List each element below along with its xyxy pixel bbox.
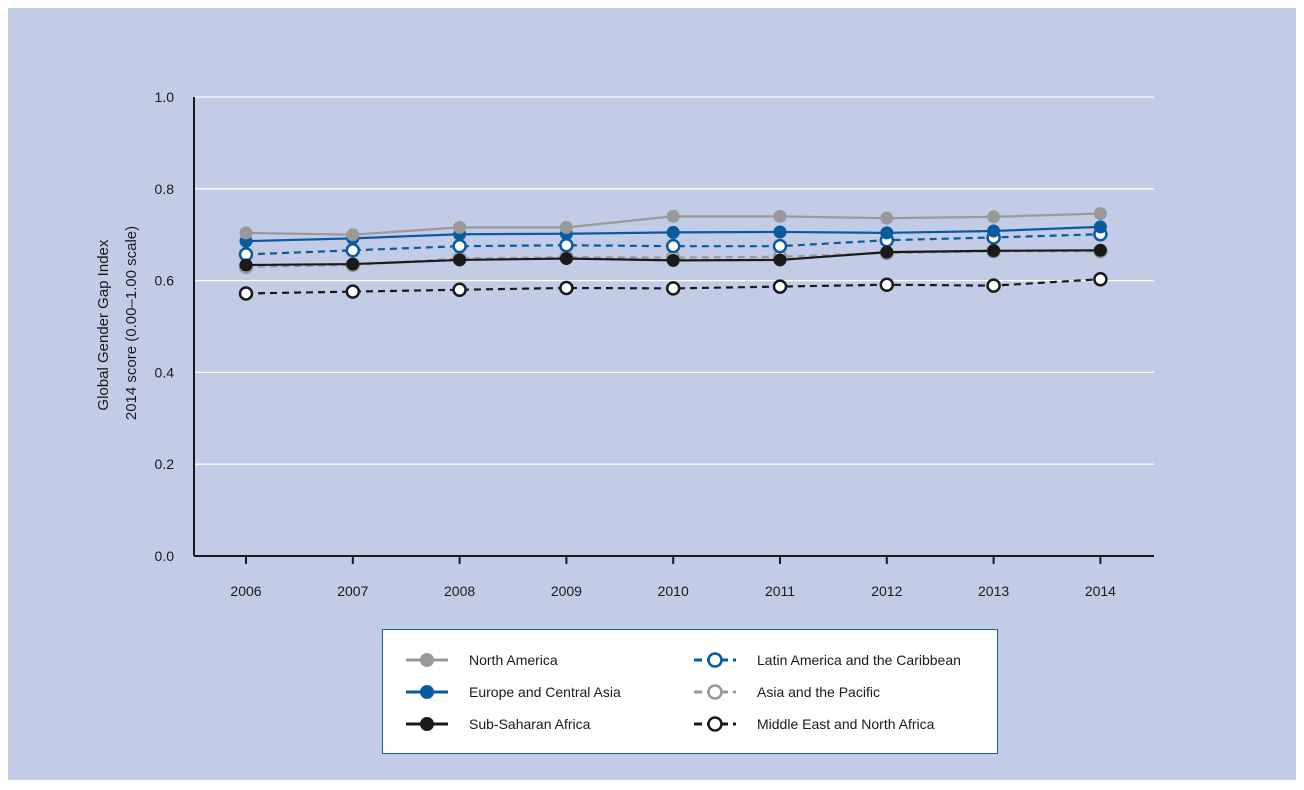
x-tick-label: 2006: [230, 583, 261, 599]
x-tick-label: 2013: [978, 583, 1009, 599]
y-tick-label: 0.8: [155, 181, 175, 197]
data-point: [879, 277, 895, 292]
legend-item: Latin America and the Caribbean: [691, 649, 961, 671]
data-point: [1093, 220, 1107, 234]
data-point: [345, 284, 361, 299]
data-point: [346, 257, 360, 271]
legend-swatch: [694, 716, 736, 732]
data-point: [559, 238, 574, 253]
legend-label: Latin America and the Caribbean: [757, 652, 961, 668]
legend-item: Middle East and North Africa: [691, 713, 934, 735]
data-point: [559, 280, 574, 296]
x-tick-label: 2014: [1085, 583, 1116, 599]
data-point: [238, 286, 254, 301]
series-north-america: [239, 207, 1107, 242]
legend: North America Europe and Central Asia Sub-…: [382, 629, 998, 754]
legend-item: North America: [403, 649, 558, 671]
y-tick-label: 1.0: [155, 89, 175, 105]
data-point: [345, 243, 361, 258]
x-tick-label: 2009: [551, 583, 582, 599]
x-tick-label: 2010: [658, 583, 689, 599]
data-point: [559, 252, 573, 266]
data-point: [453, 220, 467, 234]
data-point: [1093, 271, 1108, 287]
data-point: [239, 258, 253, 272]
x-tick-label: 2011: [765, 583, 795, 599]
data-point: [987, 224, 1001, 238]
data-point: [880, 226, 894, 240]
y-tick-label: 0.6: [155, 273, 175, 289]
data-point: [666, 225, 680, 239]
y-tick-label: 0.4: [155, 364, 175, 380]
y-axis-title-line-1: Global Gender Gap Index: [95, 239, 112, 410]
series-middle-east-and-north-africa: [238, 271, 1108, 301]
data-point: [987, 210, 1001, 224]
data-point: [773, 209, 787, 223]
x-tick-label: 2007: [337, 583, 368, 599]
legend-label: Europe and Central Asia: [469, 684, 621, 700]
data-point: [772, 238, 788, 254]
series-line: [245, 233, 1101, 256]
x-tick-label: 2008: [444, 583, 475, 599]
data-point: [346, 228, 360, 242]
y-axis-title: Global Gender Gap Index 2014 score (0.00…: [95, 226, 140, 420]
data-point: [453, 253, 467, 267]
legend-item: Asia and the Pacific: [691, 681, 880, 703]
data-point: [880, 211, 894, 225]
x-tick-label: 2012: [871, 583, 902, 599]
data-point: [1093, 207, 1107, 221]
legend-label: Middle East and North Africa: [757, 716, 935, 732]
data-point: [987, 244, 1001, 258]
legend-swatch: [694, 684, 736, 700]
legend-label: Sub-Saharan Africa: [469, 716, 591, 732]
data-point: [772, 279, 788, 294]
data-point: [559, 220, 573, 234]
legend-swatch: [406, 653, 448, 667]
legend-swatch: [694, 652, 736, 668]
data-point: [665, 238, 681, 254]
data-point: [880, 245, 894, 259]
y-tick-label: 0.2: [155, 456, 175, 472]
series-line: [245, 278, 1101, 295]
data-point: [239, 226, 253, 240]
data-point: [452, 282, 467, 298]
data-point: [452, 238, 467, 254]
data-point: [986, 278, 1001, 293]
series-layer: [238, 207, 1108, 301]
legend-item: Europe and Central Asia: [403, 681, 621, 703]
data-point: [666, 253, 680, 267]
series-sub-saharan-africa: [239, 243, 1107, 272]
data-point: [773, 253, 787, 267]
legend-swatch: [406, 717, 448, 731]
legend-label: Asia and the Pacific: [757, 684, 880, 700]
y-tick-label: 0.0: [155, 548, 175, 564]
y-axis-title-line-2: 2014 score (0.00–1.00 scale): [123, 226, 140, 420]
data-point: [773, 225, 787, 239]
legend-item: Sub-Saharan Africa: [403, 713, 590, 735]
data-point: [666, 209, 680, 223]
data-point: [665, 281, 681, 296]
data-point: [1093, 243, 1107, 257]
legend-swatch: [406, 685, 448, 699]
legend-label: North America: [469, 652, 558, 668]
chart-panel: 0.0 0.2 0.4 0.6 0.8 1.0 2006 2007 2008 2009 2010 20…: [8, 8, 1296, 780]
axes: 0.0 0.2 0.4 0.6 0.8 1.0 2006 2007 2008 2009 2010 20…: [155, 89, 1154, 599]
